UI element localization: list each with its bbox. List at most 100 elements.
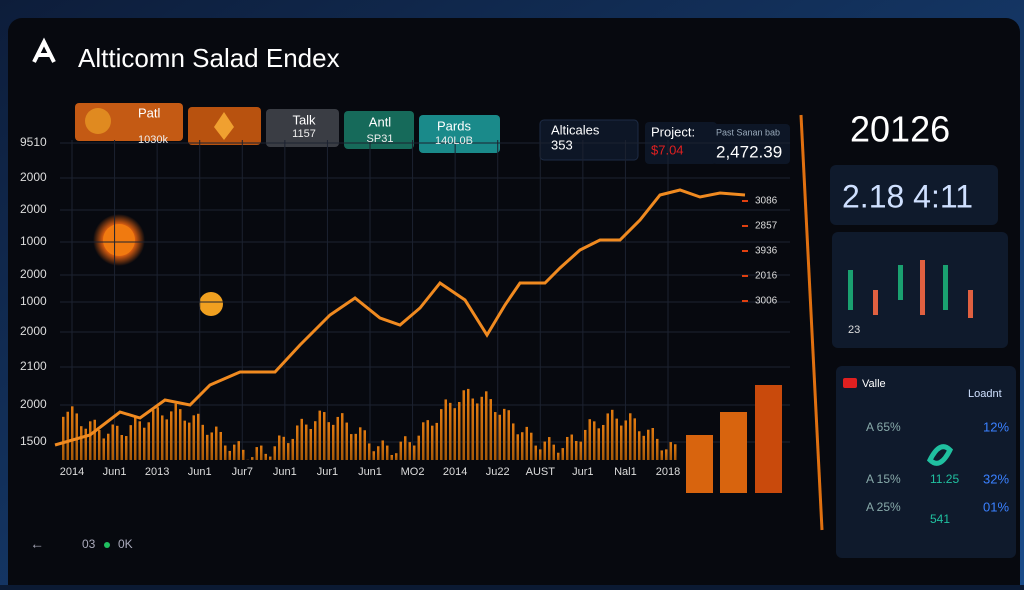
stat-value: $7.04 xyxy=(651,142,684,157)
volume-bar xyxy=(251,457,254,460)
volume-bar xyxy=(580,442,583,460)
volume-bar xyxy=(602,425,605,460)
x-label: Ju22 xyxy=(486,466,510,478)
x-label: Jur1 xyxy=(317,466,338,478)
volume-bar xyxy=(458,402,461,460)
x-label: AUST xyxy=(526,466,556,478)
volume-bar xyxy=(85,429,88,460)
mini-bar xyxy=(920,260,925,315)
right-label: 2016 xyxy=(755,271,778,282)
right-label: 2857 xyxy=(755,221,778,232)
volume-bar xyxy=(508,410,511,460)
volume-bar xyxy=(152,410,155,460)
volume-bar xyxy=(566,437,569,460)
volume-bar xyxy=(269,457,272,460)
volume-bar xyxy=(211,432,214,460)
volume-bar xyxy=(481,397,484,460)
volume-bar xyxy=(287,443,290,460)
volume-bar xyxy=(229,451,232,460)
volume-bar xyxy=(665,449,668,460)
y-label: 2100 xyxy=(20,359,47,373)
volume-bar xyxy=(265,454,268,460)
side-year: 20126 xyxy=(850,109,950,150)
mini-bar xyxy=(873,290,878,315)
volume-bar xyxy=(629,413,632,460)
x-label: Jur7 xyxy=(232,466,253,478)
x-label: 2014 xyxy=(60,466,84,478)
tab-value: 1157 xyxy=(292,128,316,140)
volume-bar xyxy=(310,429,313,460)
x-label: Jun1 xyxy=(188,466,212,478)
volume-bar xyxy=(157,407,160,460)
volume-bar xyxy=(584,430,587,460)
y-label: 2000 xyxy=(20,170,47,184)
footer-text: 0K xyxy=(118,537,133,551)
volume-bar xyxy=(301,419,304,460)
y-label: 2000 xyxy=(20,267,47,281)
volume-bar xyxy=(116,426,119,460)
volume-bar xyxy=(521,432,524,460)
back-arrow[interactable]: ← xyxy=(30,536,44,552)
volume-bar xyxy=(103,438,106,460)
tab-label: Pards xyxy=(437,118,471,133)
tab-value: 1030k xyxy=(138,134,168,146)
x-label: Jun1 xyxy=(103,466,127,478)
volume-bar xyxy=(148,422,151,460)
volume-bar xyxy=(436,423,439,460)
volume-bar xyxy=(202,425,205,460)
volume-bar xyxy=(242,450,245,460)
y-label: 1000 xyxy=(20,294,47,308)
volume-bar xyxy=(616,419,619,460)
volume-bar xyxy=(337,417,340,460)
volume-bar xyxy=(386,446,389,460)
volume-bar xyxy=(125,436,128,460)
volume-bar xyxy=(517,434,520,460)
volume-bar xyxy=(314,421,317,460)
volume-bar xyxy=(589,419,592,460)
volume-bar xyxy=(463,390,466,460)
volume-bar xyxy=(328,422,331,460)
volume-bar xyxy=(359,427,362,460)
volume-bar xyxy=(346,423,349,460)
x-label: Jun1 xyxy=(358,466,382,478)
panel-value: A 65% xyxy=(866,420,901,434)
volume-bar xyxy=(323,412,326,460)
volume-bar xyxy=(445,399,448,460)
volume-bar xyxy=(674,444,677,460)
volume-bar xyxy=(647,430,650,460)
volume-bar xyxy=(440,409,443,460)
volume-bar xyxy=(598,428,601,460)
y-label: 1000 xyxy=(20,234,47,248)
volume-bar xyxy=(467,389,470,460)
panel-title: Valle xyxy=(862,378,886,390)
volume-bar xyxy=(319,411,322,460)
side-small: 23 xyxy=(848,324,860,336)
volume-bar xyxy=(530,433,533,460)
volume-bar xyxy=(395,453,398,460)
x-label: Nal1 xyxy=(614,466,637,478)
tab-value: SP31 xyxy=(367,133,394,145)
volume-bar xyxy=(224,446,227,460)
y-label: 1500 xyxy=(20,434,47,448)
volume-bar xyxy=(364,430,367,460)
stat-value: 353 xyxy=(551,137,573,152)
volume-bar xyxy=(220,432,223,460)
tab-label: Patl xyxy=(138,105,161,120)
volume-bar xyxy=(355,434,358,460)
volume-bar xyxy=(562,448,565,460)
volume-bar xyxy=(206,435,209,460)
btc-coin xyxy=(199,292,223,316)
status-dot xyxy=(104,542,110,548)
volume-bar xyxy=(121,435,124,460)
volume-bar xyxy=(494,412,497,460)
volume-bar xyxy=(94,420,97,460)
volume-bar xyxy=(607,413,610,460)
tab-label: Talk xyxy=(292,112,316,127)
volume-bar xyxy=(130,425,133,460)
volume-bar xyxy=(431,426,434,460)
right-label: 3936 xyxy=(755,246,778,257)
volume-bar xyxy=(670,442,673,460)
volume-bar xyxy=(575,441,578,460)
volume-bar xyxy=(112,424,115,460)
volume-bar xyxy=(233,445,236,460)
